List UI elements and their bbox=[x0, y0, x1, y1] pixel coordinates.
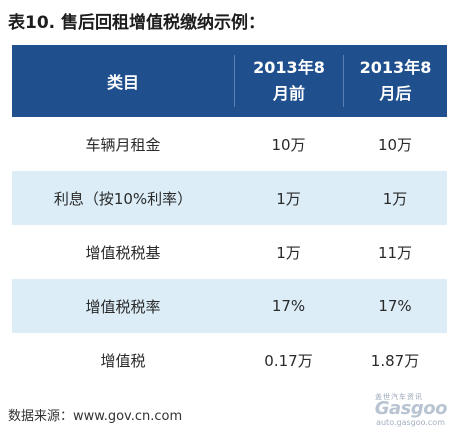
watermark-chinese-text: 盖世汽车资讯 bbox=[375, 393, 423, 401]
row-value-before: 10万 bbox=[271, 135, 306, 154]
table-row: 增值税税率 17% 17% bbox=[12, 279, 447, 333]
watermark-url: auto.gasgoo.com bbox=[376, 418, 445, 427]
data-source-note: 数据来源：www.gov.cn.com bbox=[8, 409, 183, 424]
header-before-aug-2013: 2013年8月前 bbox=[234, 55, 343, 107]
row-value-after: 1.87万 bbox=[370, 351, 420, 370]
row-label: 增值税税率 bbox=[85, 297, 161, 316]
table-title: 表10. 售后回租增值税缴纳示例： bbox=[8, 13, 266, 33]
watermark-logo: Gasgoo bbox=[374, 398, 448, 419]
row-value-after: 17% bbox=[378, 297, 412, 315]
table-row: 增值税 0.17万 1.87万 bbox=[12, 333, 447, 387]
row-value-before: 1万 bbox=[276, 243, 301, 262]
row-label: 车辆月租金 bbox=[85, 135, 161, 154]
header-category: 类目 bbox=[106, 73, 139, 92]
row-value-before: 0.17万 bbox=[264, 351, 313, 370]
header-after-aug-2013: 2013年8月后 bbox=[343, 55, 447, 107]
vat-example-table: 类目 2013年8月前 2013年8月后 车辆月租金 10万 10万 利息（按1… bbox=[12, 45, 447, 387]
table-header-row: 类目 2013年8月前 2013年8月后 bbox=[12, 45, 447, 117]
row-value-after: 11万 bbox=[377, 243, 413, 262]
row-label: 增值税 bbox=[100, 351, 146, 370]
row-label: 利息（按10%利率） bbox=[53, 189, 193, 208]
row-value-after: 1万 bbox=[382, 189, 408, 208]
row-value-after: 10万 bbox=[377, 135, 413, 154]
table-row: 利息（按10%利率） 1万 1万 bbox=[12, 171, 447, 225]
table-row: 增值税税基 1万 11万 bbox=[12, 225, 447, 279]
row-label: 增值税税基 bbox=[85, 243, 161, 262]
row-value-before: 1万 bbox=[276, 189, 301, 208]
row-value-before: 17% bbox=[271, 297, 306, 315]
gasgoo-watermark: 盖世汽车资讯 Gasgoo auto.gasgoo.com bbox=[363, 392, 449, 430]
table-row: 车辆月租金 10万 10万 bbox=[12, 117, 447, 171]
